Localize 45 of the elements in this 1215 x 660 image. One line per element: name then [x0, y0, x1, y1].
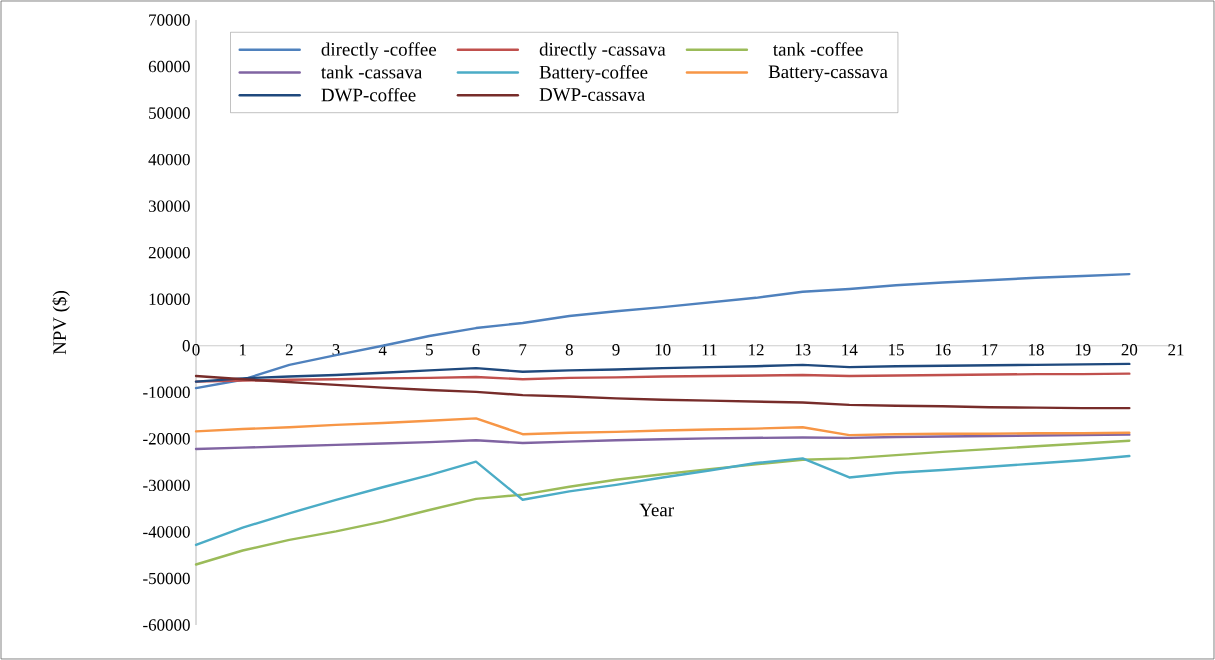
x-tick-label: 2	[285, 344, 293, 356]
y-tick-label: -50000	[143, 572, 190, 585]
x-tick-label: 0	[192, 344, 200, 356]
x-tick-label: 13	[795, 344, 811, 356]
x-tick-label: 16	[935, 344, 951, 356]
x-tick-label: 1	[239, 344, 246, 356]
line-series	[194, 417, 1131, 437]
x-tick-label: 17	[982, 344, 998, 356]
x-tick-label: 9	[612, 344, 620, 356]
legend-label: directly -coffee	[321, 42, 437, 60]
x-tick-label: 20	[1121, 344, 1138, 356]
x-tick-label: 10	[655, 344, 671, 356]
y-tick-label: 40000	[148, 153, 190, 166]
x-tick-label: 14	[842, 344, 858, 356]
y-tick-label: 30000	[148, 200, 190, 212]
y-tick-label: 50000	[149, 107, 190, 119]
y-tick-label: -10000	[143, 386, 190, 399]
legend-label: Battery-coffee	[539, 65, 648, 83]
y-tick-label: 60000	[148, 60, 190, 73]
x-tick-label: 6	[472, 344, 480, 356]
y-tick-label: 70000	[149, 14, 190, 26]
x-tick-label: 8	[565, 344, 573, 356]
legend-label: tank -coffee	[773, 42, 863, 56]
x-tick-label: 11	[702, 344, 717, 356]
legend-label: tank -cassava	[321, 65, 423, 79]
y-tick-label: 10000	[149, 293, 190, 305]
x-tick-label: 12	[749, 344, 764, 356]
x-tick-label: 15	[889, 344, 904, 356]
x-tick-label: 19	[1075, 344, 1091, 356]
y-tick-label: -40000	[143, 526, 190, 538]
x-tick-label: 3	[332, 344, 340, 356]
legend-label: DWP-cassava	[539, 88, 645, 102]
x-tick-label: 7	[519, 344, 527, 356]
y-tick-label: -60000	[143, 619, 190, 631]
y-tick-label: -30000	[143, 479, 190, 492]
x-tick-label: 5	[426, 344, 433, 356]
x-axis-title: Year	[639, 503, 674, 517]
y-tick-label: -20000	[143, 433, 190, 445]
x-tick-label: 21	[1168, 344, 1184, 356]
x-tick-label: 18	[1029, 344, 1044, 356]
legend-label: Battery-cassava	[768, 65, 888, 83]
legend-label: directly -cassava	[539, 42, 666, 60]
legend-label: DWP-coffee	[321, 87, 416, 102]
y-tick-label: 20000	[148, 246, 190, 259]
y-axis-title: NPV ($)	[52, 291, 70, 355]
